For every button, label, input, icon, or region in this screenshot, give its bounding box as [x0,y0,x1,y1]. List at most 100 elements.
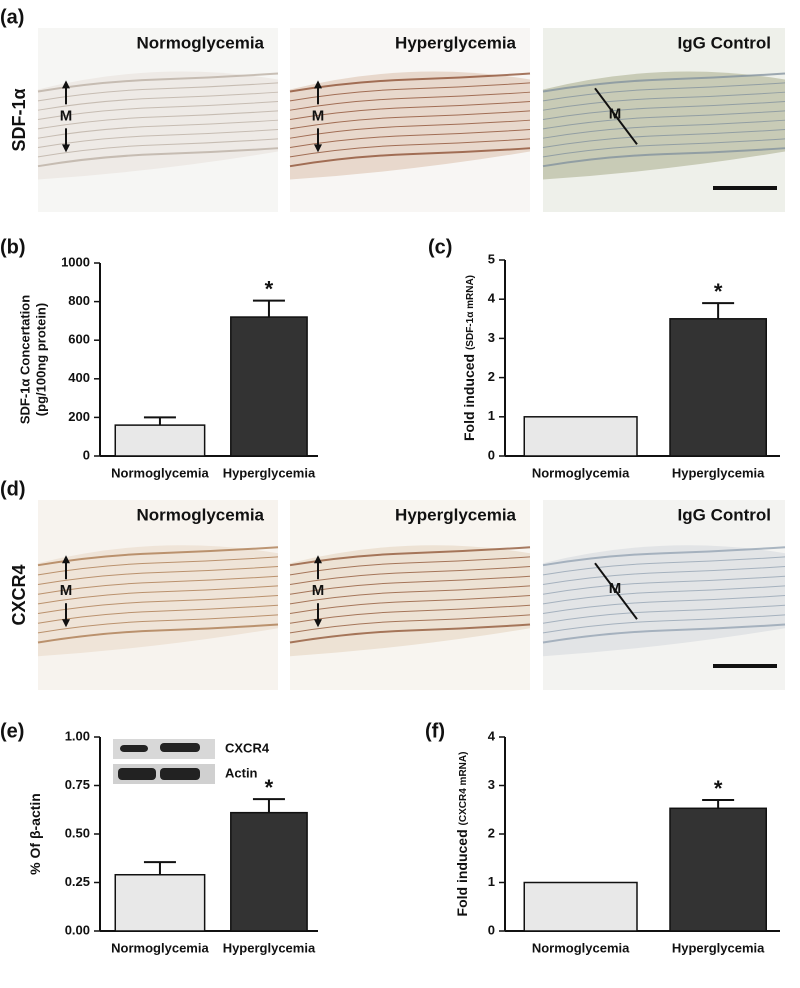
row-label: CXCR4 [9,564,29,625]
y-axis-label: SDF-1α Concertation [17,295,32,424]
y-axis-label: % Of β-actin [27,793,43,875]
marker-label: M [60,582,73,599]
image-title: Normoglycemia [136,505,264,524]
inset-label: Actin [225,765,258,780]
tissue-fiber [289,623,531,644]
y-axis-label-note: (CXCR4 mRNA) [458,752,469,826]
y-tick-label: 0 [488,922,495,937]
blot-band [160,768,200,780]
tissue-fiber [542,585,786,605]
tissue-fiber [37,82,279,102]
tissue-fiber [289,82,531,102]
y-tick-label: 0.00 [65,922,90,937]
y-tick-label: 400 [68,370,90,385]
significance: * [714,776,723,801]
significance: * [265,276,274,301]
y-tick-label: 1.00 [65,728,90,743]
tissue-fiber [542,110,786,130]
marker-label: M [609,105,622,122]
blot-band [120,745,148,752]
arrow-head [62,144,70,153]
x-tick-label: Hyperglycemia [223,940,316,955]
y-tick-label: 3 [488,777,495,792]
tissue-fiber [289,585,531,605]
y-tick-label: 4 [488,728,496,743]
x-tick-label: Normoglycemia [532,940,630,955]
marker-label: M [312,582,325,599]
tissue-fiber [542,101,786,121]
tissue-fiber [542,556,786,576]
tissue-fiber [37,614,279,634]
error-bar [252,798,285,813]
tissue-fiber [542,604,786,624]
error-bar [702,799,735,809]
marker-label: M [609,580,622,597]
row-label: SDF-1α [9,88,29,151]
tissue-fiber [289,101,531,121]
tissue-fiber [37,138,279,158]
tissue-fiber [289,604,531,624]
error-bar [252,299,285,318]
panel-label: (f) [425,720,445,742]
bar [230,316,308,457]
x-tick-label: Hyperglycemia [672,940,765,955]
y-tick-label: 2 [488,369,495,384]
y-tick-label: 3 [488,330,495,345]
y-tick-label: 1 [488,408,495,423]
arrow-head [62,80,70,89]
tissue-fiber [289,110,531,130]
y-tick-label: 600 [68,332,90,347]
tissue-fiber [542,546,786,567]
panel-label: (a) [0,6,24,28]
significance: * [714,279,723,304]
blot-band [118,768,156,780]
y-axis-label: (pg/100ng protein) [33,303,48,416]
tissue-fiber [289,72,531,93]
tissue-fiber [37,604,279,624]
marker-label: M [312,107,325,124]
panel-label: (e) [0,720,24,742]
bar [669,318,767,457]
tissue-fiber [37,101,279,121]
tissue-fiber [542,623,786,644]
marker-label: M [60,107,73,124]
tissue-fiber [37,147,279,168]
bar [523,416,638,457]
y-axis-label-main: Fold induced [454,829,470,916]
y-tick-label: 4 [488,291,496,306]
bar [523,881,638,932]
error-bar [143,861,176,875]
arrow-head [314,144,322,153]
y-tick-label: 0.75 [65,777,90,792]
tissue-fiber [542,119,786,139]
y-tick-label: 0.25 [65,874,90,889]
tissue-fiber [37,129,279,149]
y-tick-label: 5 [488,251,495,266]
tissue-fiber [542,575,786,595]
image-title: Normoglycemia [136,33,264,52]
tissue-fiber [37,119,279,139]
tissue-fiber [37,556,279,576]
image-title: IgG Control [678,505,771,524]
bar [114,424,206,457]
x-tick-label: Hyperglycemia [223,465,316,480]
arrow-head [62,619,70,628]
y-tick-label: 1 [488,874,495,889]
tissue-fiber [289,556,531,576]
image-title: Hyperglycemia [395,505,516,524]
y-axis-label-main: % Of β-actin [27,793,43,875]
tissue-fiber [289,614,531,634]
inset-label: CXCR4 [225,740,270,755]
tissue-fiber [289,575,531,595]
tissue-fiber [542,129,786,149]
y-tick-label: 0 [83,447,90,462]
image-title: Hyperglycemia [395,33,516,52]
tissue-fiber [37,595,279,615]
tissue-fiber [542,91,786,111]
tissue-fiber [37,91,279,111]
arrow-head [62,555,70,564]
tissue-fiber [37,566,279,586]
y-tick-label: 200 [68,409,90,424]
tissue-fiber [542,138,786,158]
